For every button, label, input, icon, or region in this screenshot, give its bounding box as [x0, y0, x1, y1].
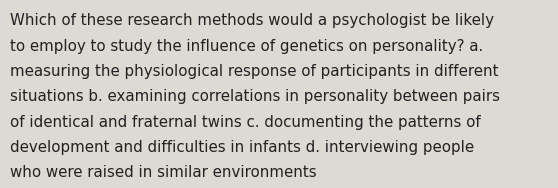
Text: to employ to study the influence of genetics on personality? a.: to employ to study the influence of gene… — [10, 39, 483, 54]
Text: who were raised in similar environments: who were raised in similar environments — [10, 165, 317, 180]
Text: measuring the physiological response of participants in different: measuring the physiological response of … — [10, 64, 498, 79]
Text: Which of these research methods would a psychologist be likely: Which of these research methods would a … — [10, 13, 494, 28]
Text: of identical and fraternal twins c. documenting the patterns of: of identical and fraternal twins c. docu… — [10, 115, 481, 130]
Text: development and difficulties in infants d. interviewing people: development and difficulties in infants … — [10, 140, 474, 155]
Text: situations b. examining correlations in personality between pairs: situations b. examining correlations in … — [10, 89, 500, 104]
